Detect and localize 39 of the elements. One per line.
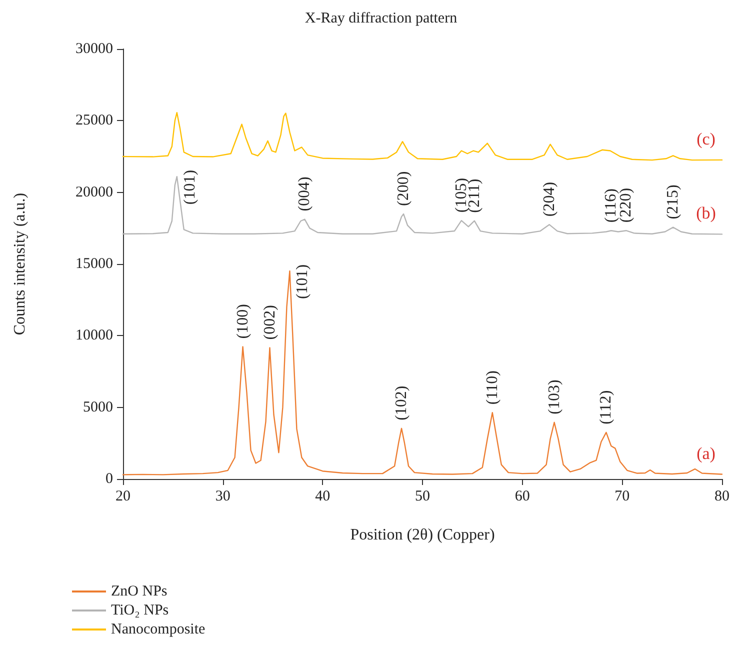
legend-label: TiO₂ NPs (111, 602, 169, 618)
annotation: (204) (540, 182, 558, 217)
annotation: (220) (618, 188, 635, 223)
legend-label: Nanocomposite (111, 622, 206, 638)
annotation: (002) (261, 305, 278, 340)
annotation: (c) (696, 129, 716, 148)
y-tick-label: 0 (106, 471, 113, 487)
y-tick-label: 25000 (76, 112, 113, 129)
annotation: (101) (181, 170, 198, 205)
x-tick-label: 80 (714, 488, 730, 504)
chart-title: X-Ray diffraction pattern (304, 10, 458, 26)
annotation: (a) (696, 444, 716, 463)
annotation: (102) (393, 386, 410, 420)
annotation: (215) (664, 184, 682, 220)
annotation: (112) (598, 390, 615, 424)
x-tick-label: 50 (415, 488, 430, 504)
x-tick-label: 30 (215, 488, 230, 504)
y-tick-label: 30000 (76, 41, 113, 57)
y-axis-title: Counts intensity (a.u.) (12, 192, 28, 336)
annotation: (b) (696, 204, 716, 223)
line-series (122, 112, 723, 161)
annotation: (116) (602, 188, 620, 223)
y-tick-label: 5000 (83, 399, 113, 416)
annotation: (100) (234, 304, 252, 339)
annotation: (105) (452, 178, 470, 213)
x-axis-title: Position (2θ) (Copper) (350, 526, 495, 544)
annotation: (004) (296, 176, 314, 212)
annotation: (200) (395, 171, 412, 206)
x-tick-label: 60 (514, 488, 530, 504)
x-tick-label: 70 (614, 488, 630, 504)
annotation: (101) (294, 264, 312, 300)
y-tick-label: 10000 (76, 328, 113, 344)
legend-label: ZnO NPs (111, 584, 168, 600)
annotation: (103) (546, 380, 563, 414)
annotation: (110) (484, 370, 501, 405)
x-tick-label: 20 (116, 488, 130, 504)
y-tick-label: 20000 (76, 184, 113, 200)
y-tick-label: 15000 (76, 256, 113, 272)
x-tick-label: 40 (315, 488, 330, 504)
